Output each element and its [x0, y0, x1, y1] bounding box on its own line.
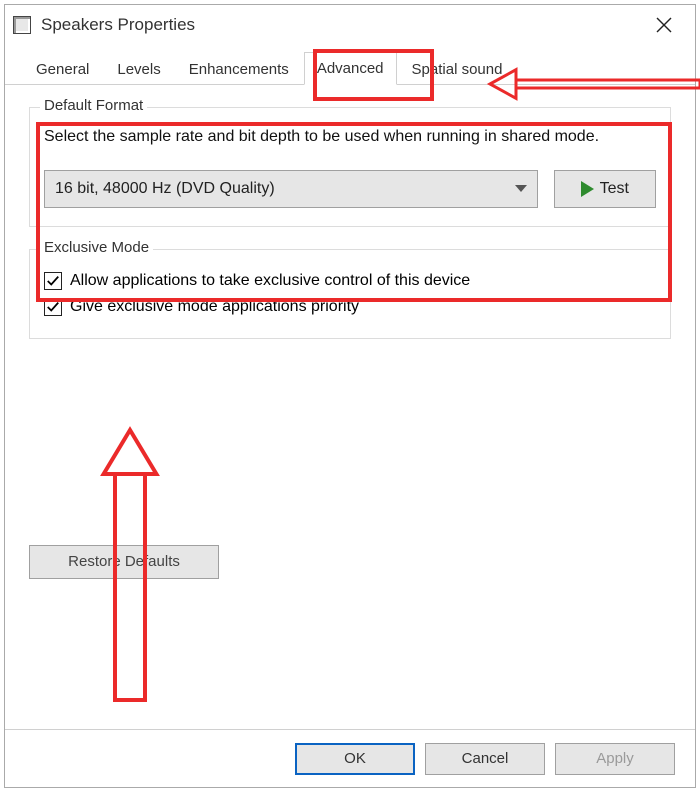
speaker-icon — [13, 16, 31, 34]
tab-levels[interactable]: Levels — [104, 53, 173, 85]
tab-content: Default Format Select the sample rate an… — [5, 85, 695, 579]
allow-exclusive-label: Allow applications to take exclusive con… — [70, 272, 470, 290]
close-icon — [656, 17, 672, 33]
ok-label: OK — [344, 750, 366, 767]
exclusive-priority-checkbox[interactable] — [44, 298, 62, 316]
allow-exclusive-row[interactable]: Allow applications to take exclusive con… — [44, 272, 656, 290]
test-button-label: Test — [600, 180, 629, 198]
close-button[interactable] — [641, 9, 687, 41]
tab-advanced[interactable]: Advanced — [304, 52, 397, 85]
default-format-group: Default Format Select the sample rate an… — [29, 107, 671, 227]
exclusive-mode-legend: Exclusive Mode — [40, 239, 153, 256]
default-format-legend: Default Format — [40, 97, 147, 114]
ok-button[interactable]: OK — [295, 743, 415, 775]
check-icon — [46, 274, 60, 288]
tab-enhancements[interactable]: Enhancements — [176, 53, 302, 85]
exclusive-priority-label: Give exclusive mode applications priorit… — [70, 298, 359, 316]
exclusive-priority-row[interactable]: Give exclusive mode applications priorit… — [44, 298, 656, 316]
titlebar: Speakers Properties — [5, 5, 695, 45]
window-title: Speakers Properties — [41, 15, 195, 35]
apply-button: Apply — [555, 743, 675, 775]
tab-spatial-sound[interactable]: Spatial sound — [399, 53, 516, 85]
restore-defaults-label: Restore Defaults — [68, 553, 180, 570]
dialog-footer: OK Cancel Apply — [5, 729, 695, 787]
tab-strip: General Levels Enhancements Advanced Spa… — [5, 45, 695, 85]
format-row: 16 bit, 48000 Hz (DVD Quality) Test — [44, 170, 656, 208]
cancel-label: Cancel — [462, 750, 509, 767]
sample-format-dropdown[interactable]: 16 bit, 48000 Hz (DVD Quality) — [44, 170, 538, 208]
exclusive-mode-group: Exclusive Mode Allow applications to tak… — [29, 249, 671, 339]
default-format-description: Select the sample rate and bit depth to … — [44, 126, 656, 148]
play-icon — [581, 181, 594, 197]
cancel-button[interactable]: Cancel — [425, 743, 545, 775]
allow-exclusive-checkbox[interactable] — [44, 272, 62, 290]
speakers-properties-window: Speakers Properties General Levels Enhan… — [4, 4, 696, 788]
test-button[interactable]: Test — [554, 170, 656, 208]
chevron-down-icon — [515, 185, 527, 192]
restore-defaults-button[interactable]: Restore Defaults — [29, 545, 219, 579]
check-icon — [46, 300, 60, 314]
tab-general[interactable]: General — [23, 53, 102, 85]
apply-label: Apply — [596, 750, 634, 767]
sample-format-value: 16 bit, 48000 Hz (DVD Quality) — [55, 180, 275, 198]
